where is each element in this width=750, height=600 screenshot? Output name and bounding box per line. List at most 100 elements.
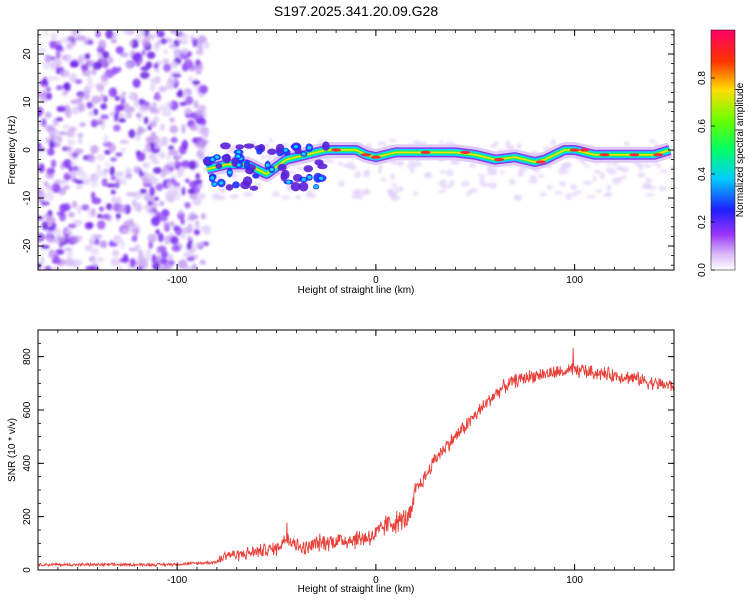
noise-blob xyxy=(186,242,192,250)
noise-blob xyxy=(102,213,110,220)
turbulence-core xyxy=(283,148,288,152)
halo-blob xyxy=(580,160,587,165)
turbulence-core xyxy=(219,181,224,185)
halo-blob xyxy=(638,167,644,171)
noise-blob xyxy=(38,142,42,148)
noise-blob xyxy=(170,61,179,69)
turbulence-core xyxy=(319,176,324,180)
noise-blob xyxy=(64,109,73,119)
noise-blob xyxy=(122,30,132,35)
hot-spot xyxy=(360,153,371,157)
noise-blob xyxy=(171,244,181,252)
noise-blob xyxy=(147,200,153,206)
noise-blob xyxy=(59,179,69,186)
halo-blob xyxy=(397,159,405,167)
noise-blob xyxy=(152,216,159,224)
noise-blob xyxy=(192,80,201,86)
halo-blob xyxy=(410,168,415,174)
chart-title: S197.2025.341.20.09.G28 xyxy=(274,3,438,19)
halo-blob xyxy=(439,170,448,174)
noise-blob xyxy=(158,86,167,93)
halo-blob xyxy=(378,164,383,171)
noise-blob xyxy=(74,79,83,84)
halo-blob xyxy=(227,147,235,154)
noise-blob xyxy=(149,186,155,197)
halo-blob xyxy=(624,141,630,147)
noise-blob xyxy=(77,132,84,139)
noise-blob xyxy=(84,221,94,230)
halo-blob xyxy=(295,194,302,200)
turbulence-core xyxy=(210,157,215,162)
noise-blob xyxy=(136,152,146,162)
colorbar-tick-label: 0.2 xyxy=(697,215,708,229)
snr-y-axis-label: SNR (10 * v/v) xyxy=(7,418,18,482)
halo-blob xyxy=(337,161,344,166)
noise-blob xyxy=(96,118,105,125)
noise-blob xyxy=(110,175,117,181)
noise-blob xyxy=(38,262,42,269)
halo-blob xyxy=(558,170,564,176)
noise-blob xyxy=(188,160,197,170)
noise-blob xyxy=(181,123,186,134)
noise-blob xyxy=(114,95,121,101)
noise-blob xyxy=(161,112,171,117)
hot-spot xyxy=(535,160,546,164)
halo-blob xyxy=(570,183,578,190)
snr-x-axis-label: Height of straight line (km) xyxy=(298,584,415,595)
noise-blob xyxy=(133,97,140,108)
noise-blob xyxy=(86,75,93,84)
halo-blob xyxy=(487,171,498,176)
noise-blob xyxy=(117,265,123,270)
noise-blob xyxy=(160,38,167,45)
noise-blob xyxy=(100,92,105,102)
noise-blob xyxy=(44,111,52,119)
noise-blob xyxy=(163,49,168,54)
halo-blob xyxy=(353,171,362,178)
noise-blob xyxy=(60,69,70,78)
noise-blob xyxy=(119,52,129,58)
hot-spot xyxy=(579,148,590,152)
noise-blob xyxy=(77,56,85,65)
noise-blob xyxy=(64,258,75,267)
halo-blob xyxy=(599,172,605,176)
noise-blob xyxy=(40,244,50,249)
halo-blob xyxy=(637,172,646,179)
noise-blob xyxy=(76,35,87,41)
halo-blob xyxy=(620,166,629,173)
noise-blob xyxy=(96,220,106,230)
x-tick-label: 100 xyxy=(566,575,583,586)
noise-blob xyxy=(121,91,127,97)
noise-blob xyxy=(185,178,190,184)
noise-blob xyxy=(85,82,95,90)
noise-blob xyxy=(123,253,129,262)
noise-blob xyxy=(54,44,63,52)
snr-plot-area xyxy=(38,347,674,568)
halo-blob xyxy=(221,186,227,194)
noise-blob xyxy=(106,183,116,188)
turbulence-core xyxy=(210,176,215,180)
noise-blob xyxy=(154,67,161,74)
halo-blob xyxy=(605,167,615,172)
noise-blob xyxy=(169,260,175,266)
noise-blob xyxy=(38,47,47,54)
noise-blob xyxy=(46,236,52,241)
noise-blob xyxy=(196,39,203,50)
noise-blob xyxy=(156,254,162,261)
hot-spot xyxy=(494,158,505,162)
noise-blob xyxy=(45,92,53,100)
noise-blob xyxy=(113,124,121,132)
noise-blob xyxy=(179,101,187,107)
noise-blob xyxy=(169,125,179,134)
spectrogram-x-axis-label: Height of straight line (km) xyxy=(298,285,415,296)
halo-blob xyxy=(394,186,404,193)
noise-blob xyxy=(151,102,158,109)
turbulence-blob xyxy=(243,160,251,170)
halo-blob xyxy=(288,170,297,174)
noise-blob xyxy=(105,203,113,211)
halo-blob xyxy=(390,173,395,180)
turbulence-blob xyxy=(275,143,285,154)
x-tick-label: 0 xyxy=(373,275,379,286)
halo-blob xyxy=(446,184,453,189)
noise-blob xyxy=(84,53,91,60)
